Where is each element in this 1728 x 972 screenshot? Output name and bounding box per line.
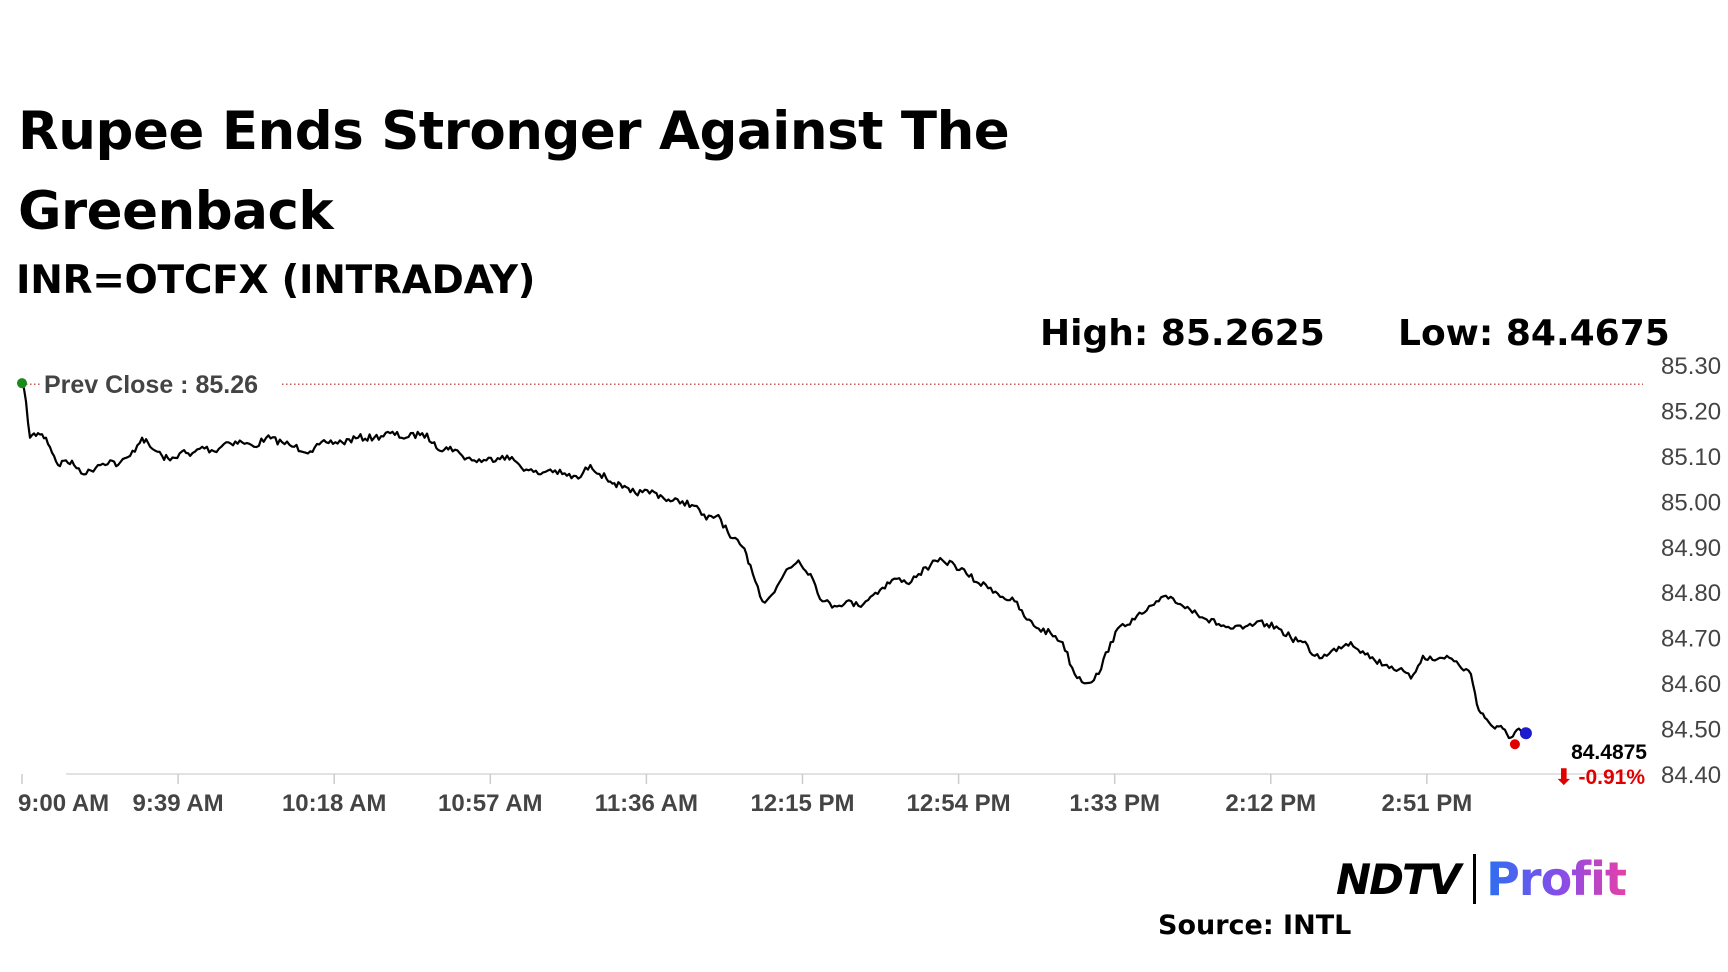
x-tick-label: 10:18 AM xyxy=(282,790,386,817)
x-tick-label: 9:00 AM xyxy=(18,790,109,817)
prev-close-label: Prev Close : 85.26 xyxy=(44,371,258,399)
ndtv-profit-logo: NDTV Profit xyxy=(1336,852,1627,906)
x-tick-label: 1:33 PM xyxy=(1069,790,1160,817)
y-tick-label: 84.50 xyxy=(1661,717,1721,744)
logo-ndtv-text: NDTV xyxy=(1336,854,1461,904)
x-tick-label: 2:12 PM xyxy=(1225,790,1316,817)
x-tick-label: 11:36 AM xyxy=(595,790,698,817)
logo-profit-text: Profit xyxy=(1486,852,1627,906)
y-tick-label: 84.70 xyxy=(1661,626,1721,653)
last-value-label: 84.4875 xyxy=(1571,741,1647,764)
start-marker xyxy=(17,378,27,389)
y-tick-label: 85.10 xyxy=(1661,444,1721,471)
high-label: High: 85.2625 xyxy=(1040,313,1325,354)
change-percent-label: ⬇ -0.91% xyxy=(1555,766,1645,789)
chart-title: Rupee Ends Stronger Against The Greenbac… xyxy=(18,101,1010,242)
x-tick-label: 12:54 PM xyxy=(907,790,1011,817)
x-tick-label: 12:15 PM xyxy=(750,790,854,817)
x-tick-label: 9:39 AM xyxy=(133,790,224,817)
chart-subtitle: INR=OTCFX (INTRADAY) xyxy=(16,258,536,303)
y-tick-label: 85.20 xyxy=(1661,398,1721,425)
y-tick-label: 84.90 xyxy=(1661,535,1721,562)
end-marker xyxy=(1519,727,1532,740)
source-label: Source: INTL xyxy=(1158,910,1352,941)
y-tick-label: 84.60 xyxy=(1661,671,1721,698)
y-tick-label: 85.00 xyxy=(1661,489,1721,516)
prev-close-label-bg xyxy=(40,370,280,399)
x-tick-label: 10:57 AM xyxy=(438,790,542,817)
change-marker xyxy=(1509,739,1520,750)
y-tick-label: 85.30 xyxy=(1661,353,1721,380)
x-tick-label: 2:51 PM xyxy=(1382,790,1473,817)
series-line-inr xyxy=(20,382,1524,740)
y-tick-label: 84.80 xyxy=(1661,580,1721,607)
y-tick-label: 84.40 xyxy=(1661,762,1721,789)
logo-divider xyxy=(1473,854,1477,904)
low-label: Low: 84.4675 xyxy=(1398,313,1670,354)
